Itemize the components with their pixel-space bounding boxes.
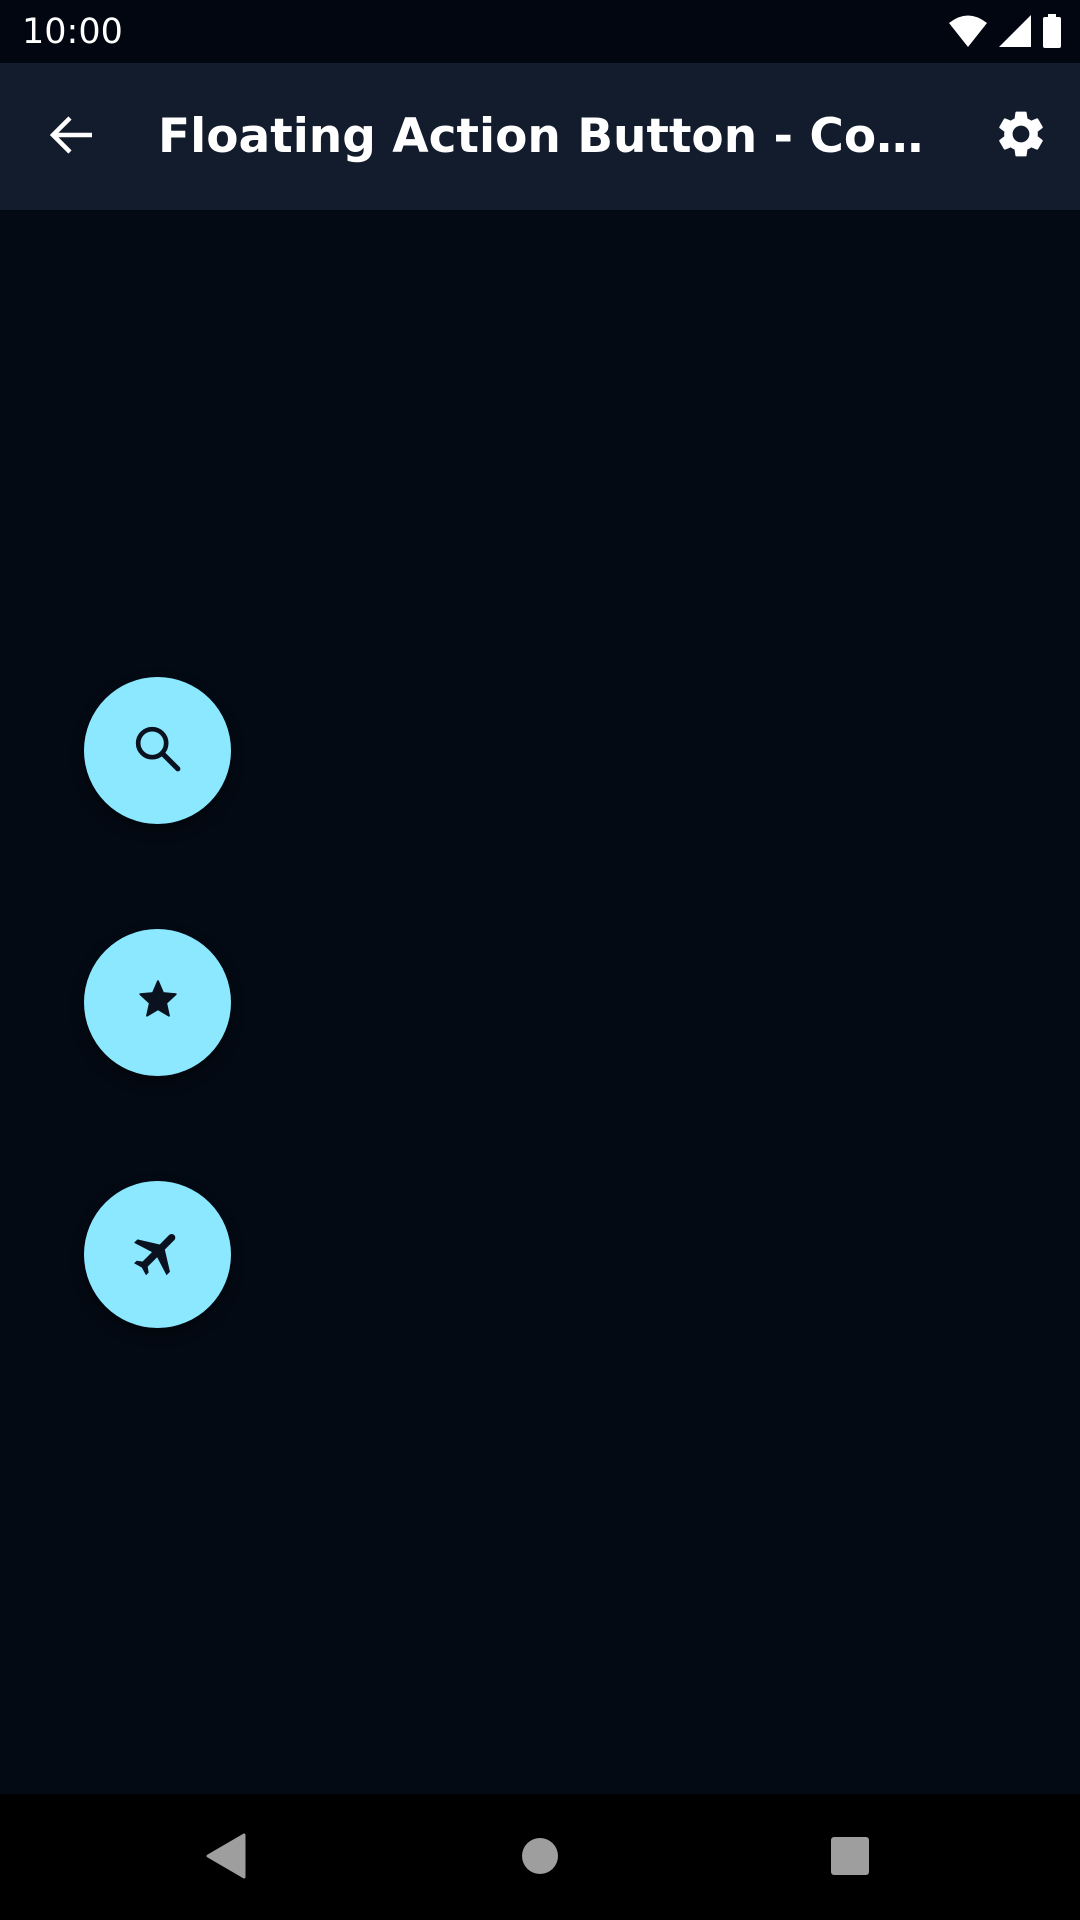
status-bar: 10:00 bbox=[0, 0, 1080, 63]
system-nav-bar bbox=[0, 1794, 1080, 1920]
system-back-button[interactable] bbox=[186, 1818, 266, 1898]
settings-button[interactable] bbox=[982, 97, 1060, 175]
search-fab[interactable] bbox=[84, 677, 231, 824]
system-recents-button[interactable] bbox=[810, 1818, 890, 1898]
app-bar: Floating Action Button - Comp... bbox=[0, 63, 1080, 210]
back-triangle-icon bbox=[204, 1832, 248, 1884]
status-time: 10:00 bbox=[22, 12, 123, 52]
star-icon bbox=[130, 973, 186, 1033]
search-icon bbox=[130, 721, 186, 781]
battery-icon bbox=[1042, 14, 1062, 48]
home-circle-icon bbox=[520, 1836, 560, 1880]
signal-icon bbox=[998, 14, 1032, 48]
flight-fab[interactable] bbox=[84, 1181, 231, 1328]
recents-square-icon bbox=[830, 1836, 870, 1880]
back-button[interactable] bbox=[34, 99, 110, 175]
status-icons bbox=[948, 14, 1062, 48]
content-area bbox=[0, 210, 1080, 1794]
wifi-icon bbox=[948, 14, 988, 48]
flight-icon bbox=[129, 1224, 187, 1286]
system-home-button[interactable] bbox=[500, 1818, 580, 1898]
page-title: Floating Action Button - Comp... bbox=[158, 109, 948, 164]
gear-icon bbox=[993, 106, 1049, 166]
star-fab[interactable] bbox=[84, 929, 231, 1076]
arrow-back-icon bbox=[48, 111, 96, 163]
